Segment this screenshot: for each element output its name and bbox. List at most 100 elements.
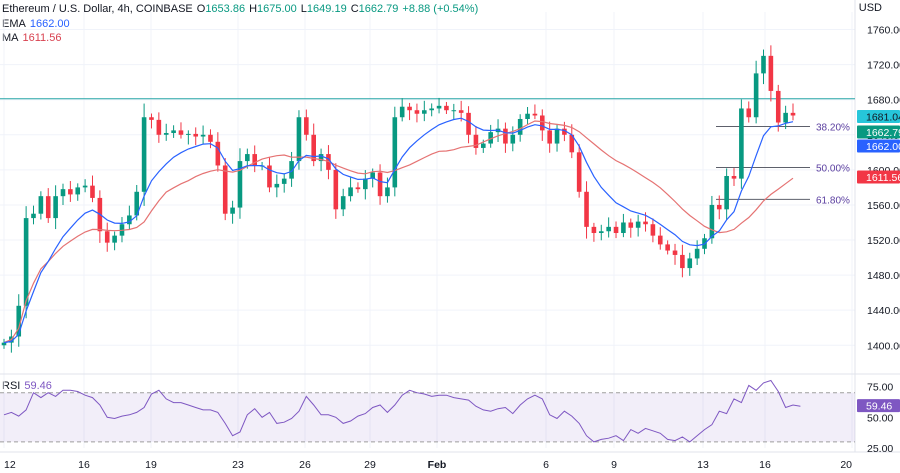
candle-body <box>149 117 154 120</box>
time-axis[interactable]: 12 16 19 23 26 29 Feb 6 9 13 16 20 <box>4 459 852 471</box>
candle-body <box>657 235 663 245</box>
chart-header: Ethereum / U.S. Dollar, 4h, COINBASE O165… <box>2 3 478 16</box>
candle-body <box>768 55 774 91</box>
candle-body <box>193 133 199 137</box>
price-change: +8.88 (+0.54%) <box>402 3 479 15</box>
candle-body <box>503 128 508 144</box>
candle-body <box>215 141 221 166</box>
candle-body <box>171 130 176 134</box>
candle-body <box>112 235 117 243</box>
candle-body <box>687 258 693 269</box>
ma-price-label: 1611.56 <box>866 172 900 184</box>
ma-value: 1611.56 <box>22 32 62 44</box>
candle-body <box>562 128 567 135</box>
candle-body <box>186 133 191 135</box>
time-tick-label: 20 <box>840 459 852 471</box>
candle-body <box>576 152 582 192</box>
candle-body <box>694 248 700 259</box>
candle-body <box>355 187 361 190</box>
ema-legend[interactable]: EMA 1662.00 <box>2 18 70 31</box>
time-tick-label: 16 <box>759 459 771 471</box>
candle-body <box>753 73 759 118</box>
candle-body <box>399 106 405 118</box>
candle-body <box>444 105 449 111</box>
candle-body <box>134 191 140 216</box>
candle-body <box>348 187 353 197</box>
time-tick-label: 19 <box>145 459 157 471</box>
candle-body <box>621 222 626 234</box>
candle-body <box>252 154 258 166</box>
candle-body <box>104 231 110 243</box>
fib-level-label: 61.80% <box>816 195 850 206</box>
candle-body <box>274 183 280 188</box>
candle-body <box>761 55 766 74</box>
candle-body <box>407 106 412 111</box>
candle-body <box>296 117 302 162</box>
price-tick-label: 1400.00 <box>867 340 900 352</box>
rsi-legend[interactable]: RSI 59.46 <box>2 380 52 393</box>
candle-body <box>370 172 375 179</box>
ohlc-close: C1662.79 <box>350 3 399 15</box>
candle-body <box>422 110 427 114</box>
candle-body <box>598 231 604 234</box>
ema-path <box>3 117 794 344</box>
candle-body <box>525 113 530 119</box>
price-tick-label: 1760.00 <box>867 25 900 37</box>
candle-body <box>775 90 781 123</box>
candle-body <box>289 161 294 179</box>
time-tick-label: 13 <box>697 459 709 471</box>
rsi-value-tag-bg <box>857 399 900 413</box>
price-tick-label: 1560.00 <box>867 200 900 212</box>
resistance-price-label: 1681.04 <box>866 112 900 124</box>
candle-body <box>510 134 516 144</box>
candle-body <box>45 196 51 219</box>
candle-body <box>230 207 235 214</box>
candle-body <box>333 169 339 210</box>
candle-body <box>466 112 471 135</box>
rsi-tick-label: 75.00 <box>867 382 893 394</box>
currency-label[interactable]: USD <box>858 2 882 14</box>
candle-body <box>267 165 272 188</box>
last-price-label: 1662.79 <box>866 127 900 139</box>
candle-body <box>436 105 442 109</box>
candle-body <box>731 175 737 179</box>
time-tick-label: 26 <box>299 459 311 471</box>
rsi-value-legend: 59.46 <box>24 380 52 392</box>
candle-body <box>635 221 641 228</box>
rsi-pane: 75.00 50.00 25.00 59.46 <box>0 379 900 455</box>
ema-value: 1662.00 <box>29 18 70 30</box>
candle-body <box>156 119 162 135</box>
time-tick-label: 9 <box>611 459 617 471</box>
candle-body <box>392 117 398 188</box>
candle-body <box>716 204 722 210</box>
ma-path <box>3 120 794 344</box>
ma-legend[interactable]: MA 1611.56 <box>2 32 61 45</box>
rsi-tick-label: 50.00 <box>867 412 893 424</box>
candle-body <box>163 133 169 135</box>
ma-price-label-bg <box>857 170 900 184</box>
symbol-title[interactable]: Ethereum / U.S. Dollar, 4h, COINBASE <box>2 3 193 15</box>
candle-body <box>783 112 788 123</box>
candle-body <box>473 134 479 148</box>
time-tick-label: 12 <box>4 459 16 471</box>
price-tick-label: 1440.00 <box>867 305 900 317</box>
fibonacci-retracement[interactable]: 38.20% 50.00% 61.80% <box>716 122 850 206</box>
price-tick-label: 1480.00 <box>867 270 900 282</box>
candle-body <box>606 226 611 232</box>
candle-body <box>665 244 670 251</box>
candle-body <box>340 196 346 210</box>
candle-body <box>127 215 132 225</box>
candle-body <box>613 226 619 234</box>
candle-body <box>318 154 324 162</box>
candle-body <box>38 196 44 214</box>
candle-body <box>75 187 81 195</box>
candle-body <box>304 117 309 135</box>
candle-body <box>680 254 685 269</box>
price-axis[interactable]: 1760.001720.001680.001640.001600.001560.… <box>857 25 900 353</box>
candle-body <box>532 113 538 116</box>
candle-body <box>222 165 228 214</box>
rsi-tick-label: 25.00 <box>867 443 893 455</box>
candle-body <box>16 305 22 337</box>
candle-body <box>200 134 206 137</box>
